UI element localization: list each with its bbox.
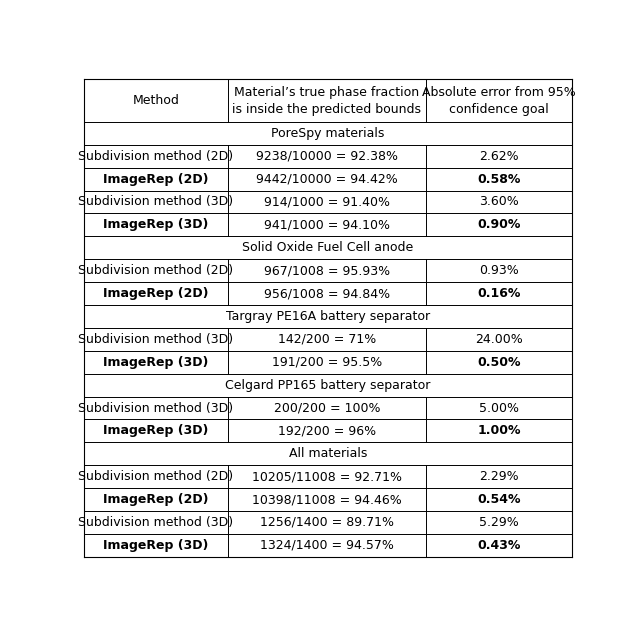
Text: Subdivision method (2D): Subdivision method (2D) <box>78 470 234 483</box>
Text: 967/1008 = 95.93%: 967/1008 = 95.93% <box>264 264 390 277</box>
Text: ImageRep (2D): ImageRep (2D) <box>103 493 209 506</box>
Text: Targray PE16A battery separator: Targray PE16A battery separator <box>226 310 430 323</box>
Text: 9238/10000 = 92.38%: 9238/10000 = 92.38% <box>256 150 398 163</box>
Text: 0.93%: 0.93% <box>479 264 518 277</box>
Text: 914/1000 = 91.40%: 914/1000 = 91.40% <box>264 195 390 209</box>
Text: 0.54%: 0.54% <box>477 493 520 506</box>
Text: 191/200 = 95.5%: 191/200 = 95.5% <box>271 356 382 369</box>
Text: Subdivision method (3D): Subdivision method (3D) <box>78 195 234 209</box>
Text: Subdivision method (3D): Subdivision method (3D) <box>78 516 234 529</box>
Text: 956/1008 = 94.84%: 956/1008 = 94.84% <box>264 287 390 300</box>
Text: Solid Oxide Fuel Cell anode: Solid Oxide Fuel Cell anode <box>243 241 413 255</box>
Text: 2.29%: 2.29% <box>479 470 518 483</box>
Text: 0.58%: 0.58% <box>477 173 520 186</box>
Text: Material’s true phase fraction
is inside the predicted bounds: Material’s true phase fraction is inside… <box>232 86 421 116</box>
Text: Celgard PP165 battery separator: Celgard PP165 battery separator <box>225 379 431 392</box>
Text: ImageRep (3D): ImageRep (3D) <box>103 356 209 369</box>
Text: ImageRep (2D): ImageRep (2D) <box>103 287 209 300</box>
Text: 10205/11008 = 92.71%: 10205/11008 = 92.71% <box>252 470 402 483</box>
Text: 2.62%: 2.62% <box>479 150 518 163</box>
Text: ImageRep (3D): ImageRep (3D) <box>103 219 209 231</box>
Text: 1.00%: 1.00% <box>477 425 520 437</box>
Text: PoreSpy materials: PoreSpy materials <box>271 127 385 140</box>
Text: ImageRep (3D): ImageRep (3D) <box>103 539 209 552</box>
Text: 192/200 = 96%: 192/200 = 96% <box>278 425 376 437</box>
Text: Absolute error from 95%
confidence goal: Absolute error from 95% confidence goal <box>422 86 576 116</box>
Text: 0.90%: 0.90% <box>477 219 520 231</box>
Text: 0.43%: 0.43% <box>477 539 520 552</box>
Text: 941/1000 = 94.10%: 941/1000 = 94.10% <box>264 219 390 231</box>
Text: ImageRep (2D): ImageRep (2D) <box>103 173 209 186</box>
Text: 0.16%: 0.16% <box>477 287 520 300</box>
Text: Method: Method <box>132 94 179 107</box>
Text: ImageRep (3D): ImageRep (3D) <box>103 425 209 437</box>
Text: 1256/1400 = 89.71%: 1256/1400 = 89.71% <box>260 516 394 529</box>
Text: Subdivision method (3D): Subdivision method (3D) <box>78 333 234 346</box>
Text: Subdivision method (3D): Subdivision method (3D) <box>78 401 234 415</box>
Text: 3.60%: 3.60% <box>479 195 518 209</box>
Text: 9442/10000 = 94.42%: 9442/10000 = 94.42% <box>256 173 397 186</box>
Text: 10398/11008 = 94.46%: 10398/11008 = 94.46% <box>252 493 402 506</box>
Text: 0.50%: 0.50% <box>477 356 520 369</box>
Text: 5.29%: 5.29% <box>479 516 518 529</box>
Text: All materials: All materials <box>289 447 367 461</box>
Text: 200/200 = 100%: 200/200 = 100% <box>273 401 380 415</box>
Text: 142/200 = 71%: 142/200 = 71% <box>278 333 376 346</box>
Text: 24.00%: 24.00% <box>475 333 523 346</box>
Text: 1324/1400 = 94.57%: 1324/1400 = 94.57% <box>260 539 394 552</box>
Text: Subdivision method (2D): Subdivision method (2D) <box>78 264 234 277</box>
Text: Subdivision method (2D): Subdivision method (2D) <box>78 150 234 163</box>
Text: 5.00%: 5.00% <box>479 401 519 415</box>
